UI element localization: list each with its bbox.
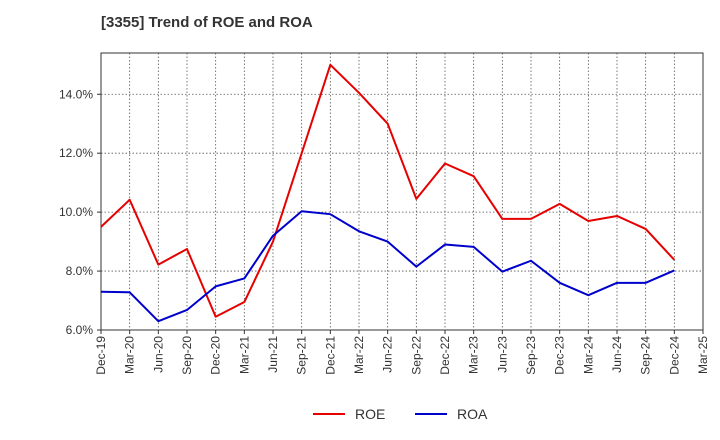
x-tick-label: Sep-22	[409, 336, 423, 375]
y-tick-label: 12.0%	[59, 146, 93, 160]
legend-label-roe: ROE	[355, 406, 385, 422]
x-tick-label: Dec-21	[323, 336, 337, 375]
x-tick-label: Dec-22	[438, 336, 452, 375]
x-tick-label: Dec-23	[553, 336, 567, 375]
series-layer	[100, 63, 676, 323]
x-tick-label: Mar-20	[123, 336, 137, 374]
x-tick-label: Mar-24	[581, 336, 595, 374]
x-tick-label: Jun-22	[381, 336, 395, 373]
x-tick-label: Mar-25	[696, 336, 710, 374]
plot-frame	[100, 52, 704, 331]
x-tick-label: Mar-23	[467, 336, 481, 374]
y-tick-label: 10.0%	[59, 205, 93, 219]
y-axis-ticks: 6.0% 8.0% 10.0% 12.0% 14.0%	[59, 87, 101, 337]
y-tick-label: 6.0%	[66, 323, 94, 337]
x-tick-label: Jun-21	[266, 336, 280, 373]
y-tick-label: 8.0%	[66, 264, 94, 278]
legend-label-roa: ROA	[457, 406, 488, 422]
x-tick-label: Jun-24	[610, 336, 624, 373]
x-tick-label: Sep-21	[295, 336, 309, 375]
x-tick-label: Dec-24	[667, 336, 681, 375]
x-tick-label: Mar-22	[352, 336, 366, 374]
series-line-roa	[100, 210, 675, 323]
grid	[101, 53, 703, 331]
x-tick-label: Mar-21	[237, 336, 251, 374]
x-tick-label: Jun-23	[495, 336, 509, 373]
y-tick-label: 14.0%	[59, 87, 93, 101]
legend: ROE ROA	[313, 406, 488, 422]
x-tick-label: Dec-20	[209, 336, 223, 375]
x-tick-label: Sep-20	[180, 336, 194, 375]
chart-title: [3355] Trend of ROE and ROA	[101, 14, 313, 31]
x-tick-label: Jun-20	[151, 336, 165, 373]
x-tick-label: Sep-23	[524, 336, 538, 375]
x-tick-label: Dec-19	[94, 336, 108, 375]
x-tick-label: Sep-24	[639, 336, 653, 375]
series-line-roe	[100, 63, 676, 318]
x-axis-ticks: Dec-19 Mar-20 Jun-20 Sep-20 Dec-20 Mar-21 Jun-…	[94, 330, 710, 375]
